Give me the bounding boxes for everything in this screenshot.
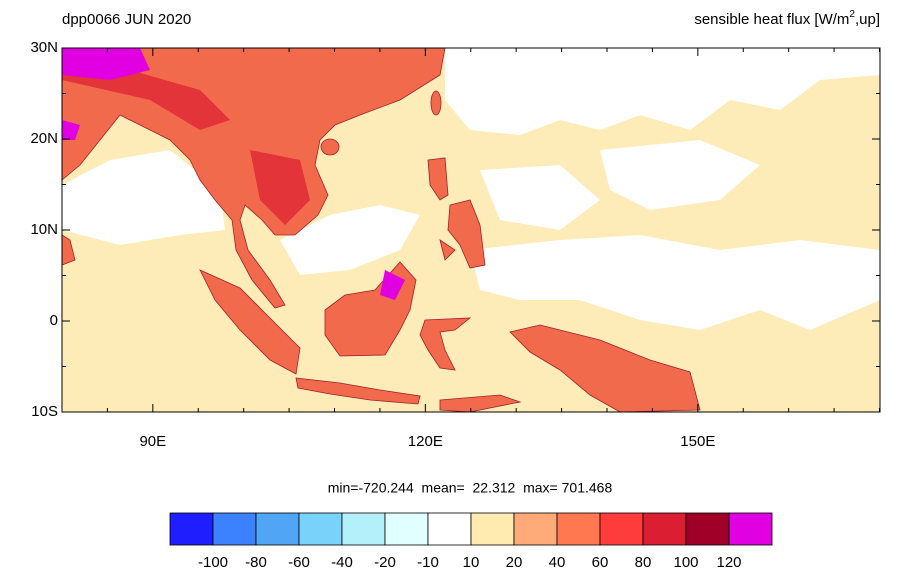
- white-area: [280, 205, 420, 275]
- white-area: [480, 165, 600, 230]
- philippines: [427, 157, 486, 269]
- colorbar-label: 60: [592, 554, 609, 571]
- colorbar-box: [341, 512, 386, 546]
- colorbar-label: 40: [549, 554, 566, 571]
- lon-label: 150E: [680, 433, 715, 450]
- sumatra: [199, 269, 301, 375]
- colorbar-label: -80: [245, 554, 267, 571]
- colorbar-box: [642, 512, 687, 546]
- new-guinea: [509, 324, 701, 413]
- colorbar-box: [384, 512, 429, 546]
- colorbar-label: -40: [331, 554, 353, 571]
- magenta-patch: [380, 270, 405, 300]
- taiwan: [430, 90, 442, 116]
- colorbar-box: [255, 512, 300, 546]
- colorbar-box: [427, 512, 472, 546]
- lat-label: 10N: [30, 221, 58, 238]
- colorbar-label: -60: [288, 554, 310, 571]
- colorbar-box: [599, 512, 644, 546]
- lat-label: 20N: [30, 130, 58, 147]
- colorbar-label: 10: [463, 554, 480, 571]
- colorbar-box: [470, 512, 515, 546]
- sulawesi: [419, 317, 472, 371]
- magenta-patch: [62, 120, 80, 140]
- variable-label: sensible heat flux [W/m2,up]: [694, 9, 880, 28]
- colorbar-label: 80: [635, 554, 652, 571]
- magenta-patch: [62, 48, 150, 80]
- hainan: [320, 138, 340, 156]
- title: dpp0066 JUN 2020: [62, 11, 191, 28]
- white-area: [470, 235, 880, 330]
- colorbar-box: [728, 512, 773, 546]
- white-area: [600, 140, 760, 210]
- land: [61, 47, 701, 413]
- colorbar-box: [212, 512, 257, 546]
- colorbar-label: -10: [417, 554, 439, 571]
- lat-label: 30N: [30, 39, 58, 56]
- colorbar-label: -100: [198, 554, 228, 571]
- white-area: [62, 150, 225, 245]
- colorbar-label: 20: [506, 554, 523, 571]
- lon-label: 90E: [139, 433, 166, 450]
- mainland: [61, 47, 446, 309]
- white-areas: [62, 48, 880, 330]
- colorbar-label: 120: [716, 554, 741, 571]
- lat-label: 0: [50, 312, 58, 329]
- colorbar-box: [298, 512, 343, 546]
- lat-label: 10S: [31, 403, 58, 420]
- variable-end: ,up]: [855, 11, 880, 28]
- white-area: [445, 48, 880, 135]
- hot-patch: [250, 150, 310, 225]
- colorbar-box: [685, 512, 730, 546]
- stats: min=-720.244 mean= 22.312 max= 701.468: [328, 480, 613, 496]
- colorbar-box: [513, 512, 558, 546]
- colorbar-box: [169, 512, 214, 546]
- colorbar-box: [556, 512, 601, 546]
- map: [61, 47, 881, 413]
- variable-text: sensible heat flux [W/m: [694, 11, 849, 28]
- lon-label: 120E: [408, 433, 443, 450]
- magenta-patches: [62, 48, 405, 300]
- variable-superscript: 2: [849, 9, 855, 20]
- colorbar-label: 100: [673, 554, 698, 571]
- java: [295, 377, 421, 405]
- colorbar-label: -20: [374, 554, 396, 571]
